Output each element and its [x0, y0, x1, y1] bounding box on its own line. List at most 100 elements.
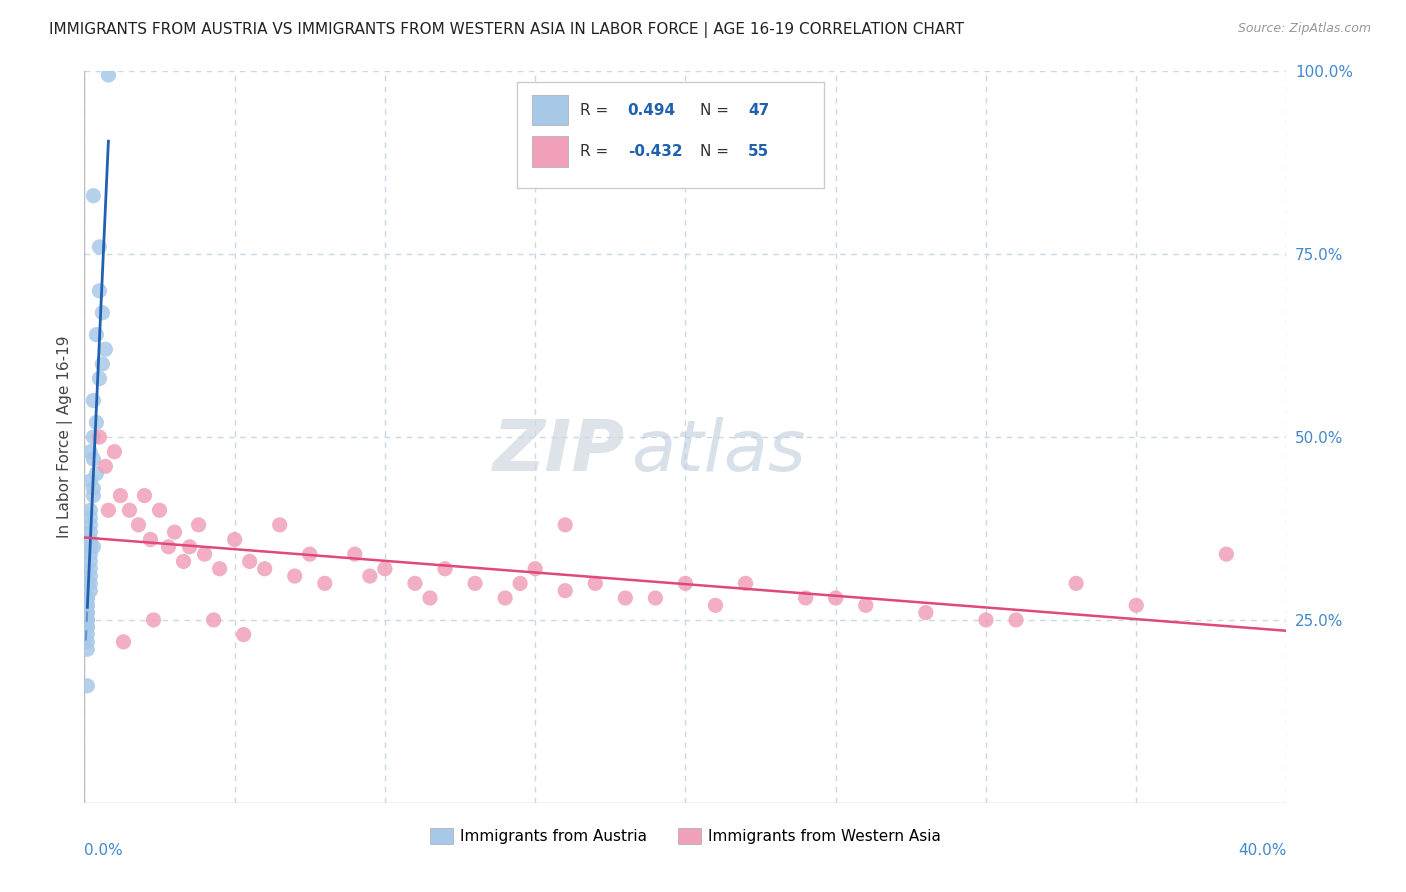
- Point: [134, 489, 156, 503]
- Point: [76, 606, 98, 620]
- Point: [1125, 599, 1147, 613]
- Point: [97, 68, 120, 82]
- Point: [554, 517, 576, 532]
- Point: [79, 547, 101, 561]
- Point: [82, 489, 104, 503]
- Text: 55: 55: [748, 145, 769, 160]
- Point: [974, 613, 997, 627]
- Point: [734, 576, 756, 591]
- Point: [1215, 547, 1237, 561]
- Point: [91, 306, 114, 320]
- Point: [76, 620, 98, 634]
- Point: [343, 547, 366, 561]
- Point: [704, 599, 727, 613]
- Point: [76, 642, 98, 657]
- Point: [76, 599, 98, 613]
- Point: [824, 591, 846, 605]
- Point: [79, 525, 101, 540]
- Point: [434, 562, 457, 576]
- Point: [79, 576, 101, 591]
- Point: [86, 327, 108, 342]
- Point: [76, 679, 98, 693]
- Text: atlas: atlas: [631, 417, 806, 486]
- Text: 0.0%: 0.0%: [84, 843, 124, 858]
- Point: [202, 613, 225, 627]
- Bar: [531, 136, 568, 167]
- Point: [644, 591, 666, 605]
- Point: [86, 416, 108, 430]
- Point: [614, 591, 637, 605]
- Point: [524, 562, 547, 576]
- Point: [359, 569, 381, 583]
- Point: [419, 591, 441, 605]
- Point: [494, 591, 516, 605]
- Point: [89, 371, 111, 385]
- Point: [76, 606, 98, 620]
- Point: [794, 591, 817, 605]
- Point: [79, 533, 101, 547]
- Point: [127, 517, 149, 532]
- Point: [76, 576, 98, 591]
- Point: [79, 474, 101, 488]
- Point: [76, 627, 98, 641]
- Point: [79, 562, 101, 576]
- Point: [82, 188, 104, 202]
- Point: [76, 591, 98, 605]
- Point: [583, 576, 606, 591]
- Point: [79, 569, 101, 583]
- Point: [76, 613, 98, 627]
- Point: [464, 576, 486, 591]
- Point: [112, 635, 135, 649]
- Point: [89, 430, 111, 444]
- Point: [79, 503, 101, 517]
- Point: [173, 554, 195, 568]
- Point: [404, 576, 426, 591]
- Point: [298, 547, 321, 561]
- Point: [118, 503, 141, 517]
- Point: [1064, 576, 1087, 591]
- Point: [82, 393, 104, 408]
- Point: [675, 576, 697, 591]
- Point: [76, 613, 98, 627]
- Text: 47: 47: [748, 103, 769, 118]
- Point: [110, 489, 132, 503]
- Text: R =: R =: [579, 103, 613, 118]
- Point: [82, 540, 104, 554]
- Text: IMMIGRANTS FROM AUSTRIA VS IMMIGRANTS FROM WESTERN ASIA IN LABOR FORCE | AGE 16-: IMMIGRANTS FROM AUSTRIA VS IMMIGRANTS FR…: [49, 22, 965, 38]
- Point: [179, 540, 201, 554]
- Text: Source: ZipAtlas.com: Source: ZipAtlas.com: [1237, 22, 1371, 36]
- Point: [79, 554, 101, 568]
- Point: [855, 599, 877, 613]
- Point: [139, 533, 162, 547]
- Point: [142, 613, 165, 627]
- Point: [89, 240, 111, 254]
- Text: R =: R =: [579, 145, 613, 160]
- Point: [253, 562, 276, 576]
- Point: [208, 562, 231, 576]
- Point: [76, 613, 98, 627]
- Point: [1005, 613, 1028, 627]
- Point: [103, 444, 125, 458]
- Point: [82, 452, 104, 467]
- Point: [79, 444, 101, 458]
- Point: [89, 284, 111, 298]
- Point: [194, 547, 217, 561]
- Point: [239, 554, 262, 568]
- Point: [97, 503, 120, 517]
- Text: -0.432: -0.432: [627, 145, 682, 160]
- Bar: [517, 82, 824, 188]
- Point: [157, 540, 180, 554]
- Point: [269, 517, 291, 532]
- Point: [915, 606, 938, 620]
- Point: [232, 627, 254, 641]
- Point: [91, 357, 114, 371]
- Text: 0.494: 0.494: [627, 103, 676, 118]
- Point: [76, 591, 98, 605]
- Point: [79, 583, 101, 598]
- Point: [374, 562, 396, 576]
- Legend: Immigrants from Austria, Immigrants from Western Asia: Immigrants from Austria, Immigrants from…: [423, 822, 948, 850]
- Point: [79, 540, 101, 554]
- Text: N =: N =: [700, 103, 734, 118]
- Text: ZIP: ZIP: [494, 417, 626, 486]
- Point: [76, 635, 98, 649]
